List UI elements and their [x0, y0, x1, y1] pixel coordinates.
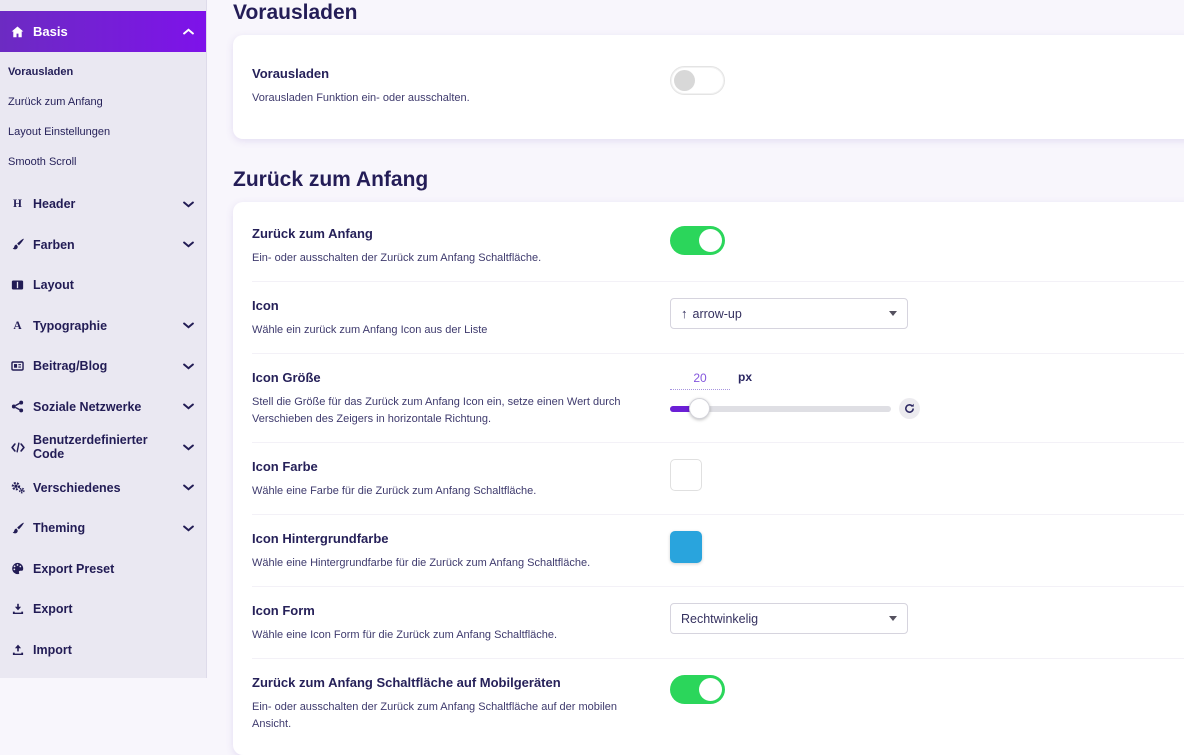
setting-label: Zurück zum Anfang Schaltfläche auf Mobil…: [252, 675, 561, 690]
icon-form-select[interactable]: Rechtwinkelig: [670, 603, 908, 634]
toggle-knob: [699, 229, 722, 252]
section-title-vorausladen: Vorausladen: [233, 1, 358, 24]
setting-label: Icon Hintergrundfarbe: [252, 531, 389, 546]
toggle-knob: [699, 678, 722, 701]
chevron-down-icon: [182, 484, 194, 492]
icon-size-unit: px: [738, 370, 753, 384]
icon-select[interactable]: ↑ arrow-up: [670, 298, 908, 329]
icon-background-color-swatch[interactable]: [670, 531, 702, 563]
home-icon: [9, 25, 26, 39]
icon-size-slider[interactable]: [670, 397, 891, 419]
sidebar-item-farben[interactable]: Farben: [0, 225, 206, 266]
select-value: Rechtwinkelig: [681, 611, 759, 626]
toggle-knob: [674, 70, 695, 91]
setting-description: Wähle eine Hintergrundfarbe für die Zurü…: [252, 557, 591, 569]
setting-description: Ein- oder ausschalten der Zurück zum Anf…: [252, 252, 542, 264]
section-title-zurueck-zum-anfang: Zurück zum Anfang: [233, 168, 429, 191]
slider-handle[interactable]: [688, 397, 710, 419]
setting-row-icon: Icon Wähle ein zurück zum Anfang Icon au…: [252, 281, 1184, 353]
zurueck-zum-anfang-card: Zurück zum Anfang Ein- oder ausschalten …: [233, 202, 1184, 755]
setting-label: Icon: [252, 298, 279, 313]
chevron-down-icon: [182, 322, 194, 330]
setting-description: Wähle eine Farbe für die Zurück zum Anfa…: [252, 485, 537, 497]
sidebar-item-theming[interactable]: Theming: [0, 508, 206, 549]
sidebar-subitem-zurueck-zum-anfang[interactable]: Zurück zum Anfang: [8, 96, 103, 108]
chevron-down-icon: [182, 200, 194, 208]
icon-size-value-input[interactable]: 20: [670, 371, 730, 390]
sidebar-item-label: Basis: [33, 24, 68, 39]
share-icon: [9, 400, 26, 414]
chevron-down-icon: [182, 524, 194, 532]
sidebar-item-benutzerdefinierter-code[interactable]: Benutzerdefinierter Code: [0, 427, 206, 468]
sidebar-item-verschiedenes[interactable]: Verschiedenes: [0, 468, 206, 509]
chevron-down-icon: [182, 362, 194, 370]
cogs-icon: [9, 481, 26, 495]
sidebar-item-soziale-netzwerke[interactable]: Soziale Netzwerke: [0, 387, 206, 428]
setting-label: Icon Farbe: [252, 459, 318, 474]
vorausladen-toggle[interactable]: [670, 66, 725, 95]
sidebar-item-beitrag-blog[interactable]: Beitrag/Blog: [0, 346, 206, 387]
vorausladen-card: Vorausladen Vorausladen Funktion ein- od…: [233, 35, 1184, 139]
setting-label: Icon Größe: [252, 370, 321, 385]
sidebar-subitem-vorausladen[interactable]: Vorausladen: [8, 66, 74, 78]
columns-icon: [9, 278, 26, 292]
sidebar-item-header[interactable]: H Header: [0, 184, 206, 225]
sidebar-item-export[interactable]: Export: [0, 589, 206, 630]
setting-row-icon-farbe: Icon Farbe Wähle eine Farbe für die Zurü…: [252, 442, 1184, 514]
arrow-up-icon: ↑: [681, 306, 688, 321]
sidebar-item-export-preset[interactable]: Export Preset: [0, 549, 206, 590]
download-icon: [9, 602, 26, 616]
setting-description: Wähle eine Icon Form für die Zurück zum …: [252, 629, 558, 641]
setting-description: Wähle ein zurück zum Anfang Icon aus der…: [252, 324, 488, 336]
upload-icon: [9, 643, 26, 657]
refresh-icon: [904, 403, 915, 414]
setting-row-zurueck-zum-anfang: Zurück zum Anfang Ein- oder ausschalten …: [252, 210, 1184, 281]
sidebar-item-import[interactable]: Import: [0, 630, 206, 671]
setting-description: Vorausladen Funktion ein- oder ausschalt…: [252, 92, 470, 104]
sidebar-subitem-layout-einstellungen[interactable]: Layout Einstellungen: [8, 126, 111, 138]
setting-row-vorausladen: Vorausladen Vorausladen Funktion ein- od…: [252, 43, 1184, 131]
setting-label: Vorausladen: [252, 66, 330, 81]
setting-row-mobilgeraete: Zurück zum Anfang Schaltfläche auf Mobil…: [252, 658, 1184, 747]
main-content: Vorausladen Vorausladen Vorausladen Funk…: [207, 0, 1184, 755]
setting-description: Ein- oder ausschalten der Zurück zum Anf…: [252, 701, 618, 730]
setting-row-icon-hintergrundfarbe: Icon Hintergrundfarbe Wähle eine Hinterg…: [252, 514, 1184, 586]
palette-icon: [9, 562, 26, 576]
slider-fill: [670, 405, 699, 412]
paint-brush-icon: [9, 238, 26, 252]
sidebar-item-typographie[interactable]: A Typographie: [0, 306, 206, 347]
chevron-up-icon: [182, 28, 194, 36]
back-to-top-mobile-toggle[interactable]: [670, 675, 725, 704]
chevron-down-icon: [182, 443, 194, 451]
setting-row-icon-groesse: Icon Größe Stell die Größe für das Zurüc…: [252, 353, 1184, 442]
theming-brush-icon: [9, 521, 26, 535]
newspaper-icon: [9, 359, 26, 373]
sidebar-item-basis[interactable]: Basis: [0, 11, 206, 52]
basis-submenu: Vorausladen Zurück zum Anfang Layout Ein…: [0, 52, 206, 184]
select-caret-icon: [889, 311, 897, 316]
sidebar: Basis Vorausladen Zurück zum Anfang Layo…: [0, 0, 207, 678]
sidebar-item-layout[interactable]: Layout: [0, 265, 206, 306]
setting-row-icon-form: Icon Form Wähle eine Icon Form für die Z…: [252, 586, 1184, 658]
setting-label: Zurück zum Anfang: [252, 226, 373, 241]
setting-description: Stell die Größe für das Zurück zum Anfan…: [252, 396, 621, 425]
select-caret-icon: [889, 616, 897, 621]
sidebar-subitem-smooth-scroll[interactable]: Smooth Scroll: [8, 156, 77, 168]
select-value: arrow-up: [692, 306, 742, 321]
icon-color-swatch[interactable]: [670, 459, 702, 491]
chevron-down-icon: [182, 403, 194, 411]
heading-icon: H: [13, 198, 22, 211]
reset-button[interactable]: [899, 398, 920, 419]
setting-label: Icon Form: [252, 603, 315, 618]
font-icon: A: [13, 319, 22, 332]
code-icon: [9, 440, 26, 454]
back-to-top-toggle[interactable]: [670, 226, 725, 255]
chevron-down-icon: [182, 241, 194, 249]
